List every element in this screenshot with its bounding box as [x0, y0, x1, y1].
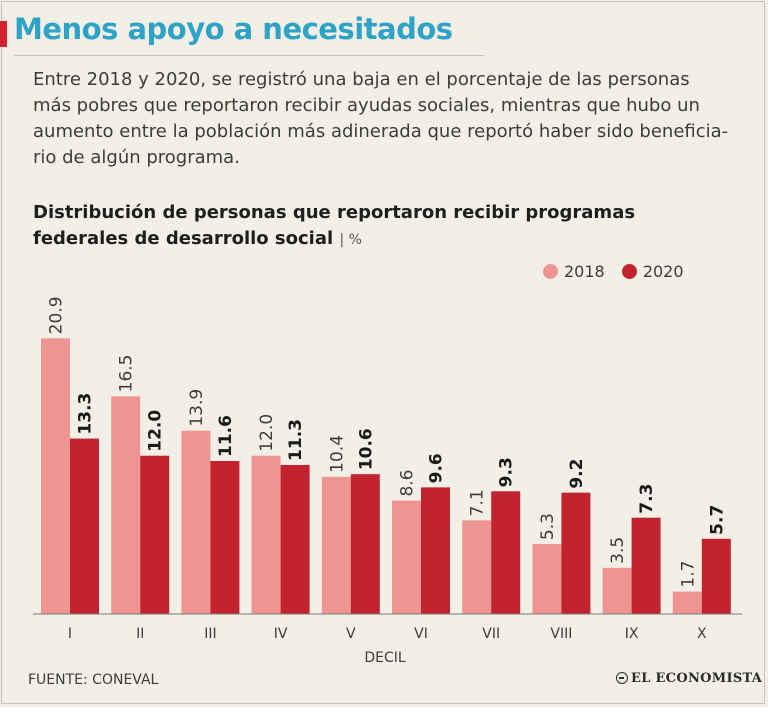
logo-emblem-icon	[616, 672, 628, 684]
legend-label-2020: 2020	[642, 262, 684, 281]
title-rule	[14, 55, 484, 56]
bar-2020-X	[701, 538, 731, 614]
chart-title: Distribución de personas que reportaron …	[33, 200, 635, 253]
bar-2020-I	[70, 438, 99, 614]
data-label-2018-III: 13.9	[187, 389, 207, 427]
data-label-2018-V: 10.4	[327, 435, 347, 473]
data-label-2018-VI: 8.6	[398, 470, 418, 497]
x-tick-label-III: III	[204, 626, 216, 642]
legend-item-2020: 2020	[621, 262, 684, 281]
bar-2018-VII	[462, 520, 492, 614]
x-tick-label-I: I	[68, 626, 72, 642]
data-label-2020-IV: 11.3	[286, 419, 306, 461]
x-tick-label-II: II	[136, 626, 144, 642]
bar-2020-IX	[631, 517, 661, 614]
description-line: Entre 2018 y 2020, se registró una baja …	[33, 69, 690, 90]
bar-2018-I	[41, 338, 70, 614]
data-label-2018-II: 16.5	[117, 354, 137, 392]
x-tick-label-V: V	[346, 626, 356, 642]
data-label-2020-V: 10.6	[356, 428, 376, 470]
description-line: más pobres que reportaron recibir ayudas…	[33, 95, 700, 116]
bar-2020-V	[350, 474, 380, 614]
data-label-2020-I: 13.3	[76, 393, 96, 435]
data-label-2020-VII: 9.3	[497, 457, 517, 487]
legend-label-2018: 2018	[564, 262, 605, 281]
data-label-2018-X: 1.7	[678, 561, 698, 588]
bar-2018-III	[181, 430, 211, 614]
data-label-2020-IX: 7.3	[637, 484, 657, 514]
data-label-2020-II: 12.0	[146, 410, 166, 452]
bar-2020-VIII	[561, 492, 591, 614]
data-label-2018-IX: 3.5	[608, 537, 628, 564]
bar-2018-IV	[251, 455, 281, 614]
bar-2020-VII	[491, 491, 521, 614]
bar-2020-III	[210, 460, 240, 614]
data-label-2020-X: 5.7	[707, 505, 727, 535]
description-line: rio de algún programa.	[33, 147, 240, 168]
bar-2020-IV	[280, 464, 310, 614]
bar-2020-II	[140, 455, 170, 614]
bar-2018-II	[111, 396, 141, 614]
logo-text: EL ECONOMISTA	[631, 671, 763, 686]
title-accent-bar	[0, 21, 7, 47]
chart-title-line-2: federales de desarrollo social	[33, 228, 334, 249]
data-label-2020-VIII: 9.2	[567, 459, 587, 489]
bar-2018-V	[321, 476, 351, 614]
page-title: Menos apoyo a necesitados	[14, 12, 453, 46]
legend: 2018 2020	[543, 262, 696, 281]
x-axis-title: DECIL	[364, 650, 406, 666]
data-label-2018-VIII: 5.3	[538, 513, 558, 540]
data-label-2018-VII: 7.1	[468, 489, 488, 516]
data-label-2020-VI: 9.6	[427, 453, 447, 483]
legend-item-2018: 2018	[543, 262, 605, 281]
x-tick-label-IV: IV	[274, 626, 288, 642]
x-tick-label-VII: VII	[482, 626, 500, 642]
bar-2018-VI	[392, 500, 421, 614]
x-tick-label-X: X	[697, 626, 707, 642]
chart-unit: | %	[339, 232, 362, 248]
chart-title-line: Distribución de personas que reportaron …	[33, 202, 636, 223]
x-tick-label-IX: IX	[625, 626, 639, 642]
source-note: FUENTE: CONEVAL	[28, 672, 159, 688]
x-tick-label-VI: VI	[414, 626, 428, 642]
chart-title-line: federales de desarrollo social | %	[33, 226, 635, 253]
bar-2018-IX	[602, 567, 632, 614]
bar-2018-VIII	[532, 544, 562, 614]
legend-swatch-2020	[621, 264, 637, 279]
bar-2020-VI	[421, 487, 450, 614]
bar-2018-X	[672, 591, 702, 614]
description-line: aumento entre la población más adinerada…	[33, 121, 729, 142]
x-tick-label-VIII: VIII	[550, 626, 572, 642]
data-label-2018-IV: 12.0	[257, 414, 277, 452]
description: Entre 2018 y 2020, se registró una baja …	[33, 67, 741, 171]
legend-swatch-2018	[543, 264, 558, 279]
data-label-2018-I: 20.9	[47, 296, 67, 334]
publisher-logo: EL ECONOMISTA	[616, 671, 762, 686]
data-label-2020-III: 11.6	[216, 415, 236, 457]
